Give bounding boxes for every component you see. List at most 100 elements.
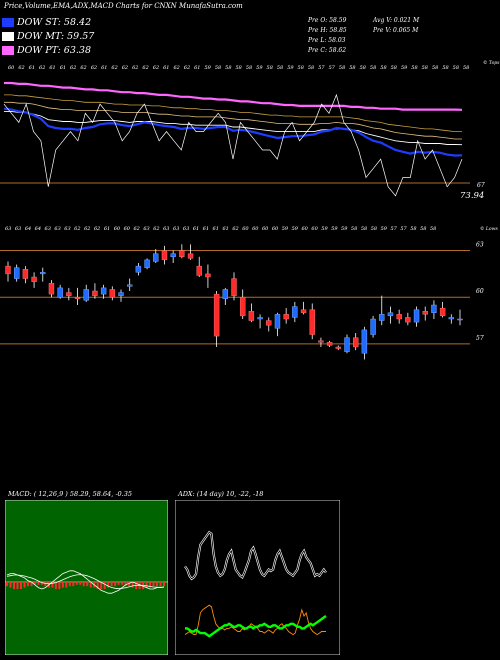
price-top-label: 58: [420, 226, 426, 232]
ema-top-label: 62: [39, 65, 45, 71]
price-top-label: 60: [124, 226, 131, 232]
price-top-label: 63: [45, 226, 51, 232]
candle-body: [422, 311, 428, 315]
ema-top-label: 61: [49, 65, 55, 71]
price-level-label: 63: [476, 242, 484, 249]
candle-body: [283, 314, 289, 320]
candle-body: [222, 289, 229, 299]
ema-top-label: 58: [298, 65, 304, 71]
candle-body: [213, 293, 220, 337]
ema-top-label: 58: [391, 65, 397, 71]
candle-body: [231, 278, 237, 296]
candle-body: [257, 317, 263, 320]
ema-top-label: 59: [287, 65, 294, 71]
ema-top-label: 59: [256, 65, 263, 71]
price-top-label: 60: [114, 226, 121, 232]
price-top-label: 63: [54, 226, 60, 232]
candle-body: [196, 265, 202, 276]
ema-200-line: [4, 94, 462, 132]
price-top-label: 62: [74, 226, 80, 232]
macd-signal-line: [6, 574, 165, 590]
candle-body: [13, 267, 20, 279]
ema-top-label: 62: [111, 65, 117, 71]
prev-low: Pre L: 58.03: [308, 37, 346, 44]
candle-body: [457, 318, 463, 321]
price-top-label: 57: [400, 226, 407, 232]
avg-volume: Avg V: 0.021 M: [373, 17, 420, 24]
candle-body: [170, 253, 176, 257]
legend-dow-st: DOW ST: 58.42: [2, 17, 122, 28]
candle-body: [292, 306, 298, 318]
legend-label-pt: DOW PT: 63.38: [17, 45, 91, 56]
candle-body: [361, 329, 368, 354]
legend-label-st: DOW ST: 58.42: [17, 17, 92, 28]
price-top-label: 60: [252, 226, 259, 232]
price-top-label: 63: [173, 226, 179, 232]
candle-body: [57, 287, 63, 298]
price-level-label: 60: [476, 288, 484, 295]
candle-body: [153, 253, 159, 262]
candle-body: [66, 292, 72, 296]
ema-top-label: 62: [70, 65, 76, 71]
candle-body: [40, 272, 46, 275]
price-level-label: 57: [476, 335, 484, 342]
legend-dow-pt: DOW PT: 63.38: [2, 45, 122, 56]
candle-body: [205, 273, 211, 278]
price-chart: 63 63 64 64 63 63 63 62 62 62 61 60 60 62 63 62 63 63 63 61…: [0, 225, 498, 360]
chart-title: Price,Volume,EMA,ADX,MACD Charts for CNX…: [4, 2, 243, 10]
macd-title: MACD: ( 12,26,9 ) 58.29, 58.64, -0.35: [8, 490, 133, 498]
candle-body: [31, 276, 37, 282]
price-top-label: 60: [262, 226, 269, 232]
price-top-label: 61: [222, 226, 228, 232]
price-top-label: 57: [390, 226, 397, 232]
ema-top-label: 58: [463, 65, 469, 71]
candle-body: [135, 265, 142, 273]
ema-top-label: 57: [318, 65, 325, 71]
candle-body: [300, 309, 307, 313]
price-top-label: 62: [94, 226, 100, 232]
legend-label-mt: DOW MT: 59.57: [17, 31, 95, 42]
candle-body: [179, 250, 185, 257]
candle-body: [92, 290, 98, 296]
candle-body: [318, 340, 324, 343]
ema-top-label: 58: [442, 65, 448, 71]
price-top-label: 59: [341, 226, 348, 232]
candle-body: [83, 289, 89, 301]
ema-top-label: 61: [60, 65, 66, 71]
ema-top-label: 58: [339, 65, 345, 71]
ema-top-label: 58: [380, 65, 386, 71]
macd-line: [6, 570, 165, 594]
ema-top-label: 62: [184, 65, 190, 71]
price-top-label: 63: [163, 226, 169, 232]
ema-top-label: 58: [411, 65, 417, 71]
candle-body: [405, 317, 411, 323]
site-name: MunafaSutra.com: [179, 2, 243, 10]
candle-body: [74, 297, 81, 299]
price-top-label: 62: [133, 226, 139, 232]
price-top-label: 58: [430, 226, 436, 232]
price-top-label: 62: [153, 226, 159, 232]
candle-body: [335, 346, 342, 349]
price-top-label: 59: [292, 226, 299, 232]
price-top-label: 64: [25, 226, 31, 232]
price-top-label: 62: [232, 226, 238, 232]
ema-last-value: 73.94: [460, 191, 484, 201]
ema-top-label: 58: [246, 65, 252, 71]
price-top-label: 59: [381, 226, 388, 232]
price-top-label: 58: [371, 226, 377, 232]
chart-title-text: Price,Volume,EMA,ADX,MACD Charts for CNX…: [4, 2, 177, 10]
candle-body: [370, 318, 376, 335]
ema-top-label: 58: [370, 65, 376, 71]
ema-top-label: 59: [204, 65, 211, 71]
macd-background: [5, 500, 168, 655]
ema-top-label: 58: [349, 65, 355, 71]
ema-top-label: 58: [432, 65, 438, 71]
adx-line-inner: [184, 531, 327, 580]
legend-swatch-white: [2, 32, 14, 41]
ema-top-label: 59: [401, 65, 408, 71]
ema-top-label: 62: [91, 65, 97, 71]
ema-chart: 60 62 61 62 61 61 62 62 62 61 62 62 62 62 62 61 62 62 61 59…: [0, 60, 500, 201]
adx-title: ADX: (14 day) 10, -22, -18: [178, 490, 264, 498]
ema-top-label: 61: [163, 65, 169, 71]
candle-body: [352, 337, 359, 348]
